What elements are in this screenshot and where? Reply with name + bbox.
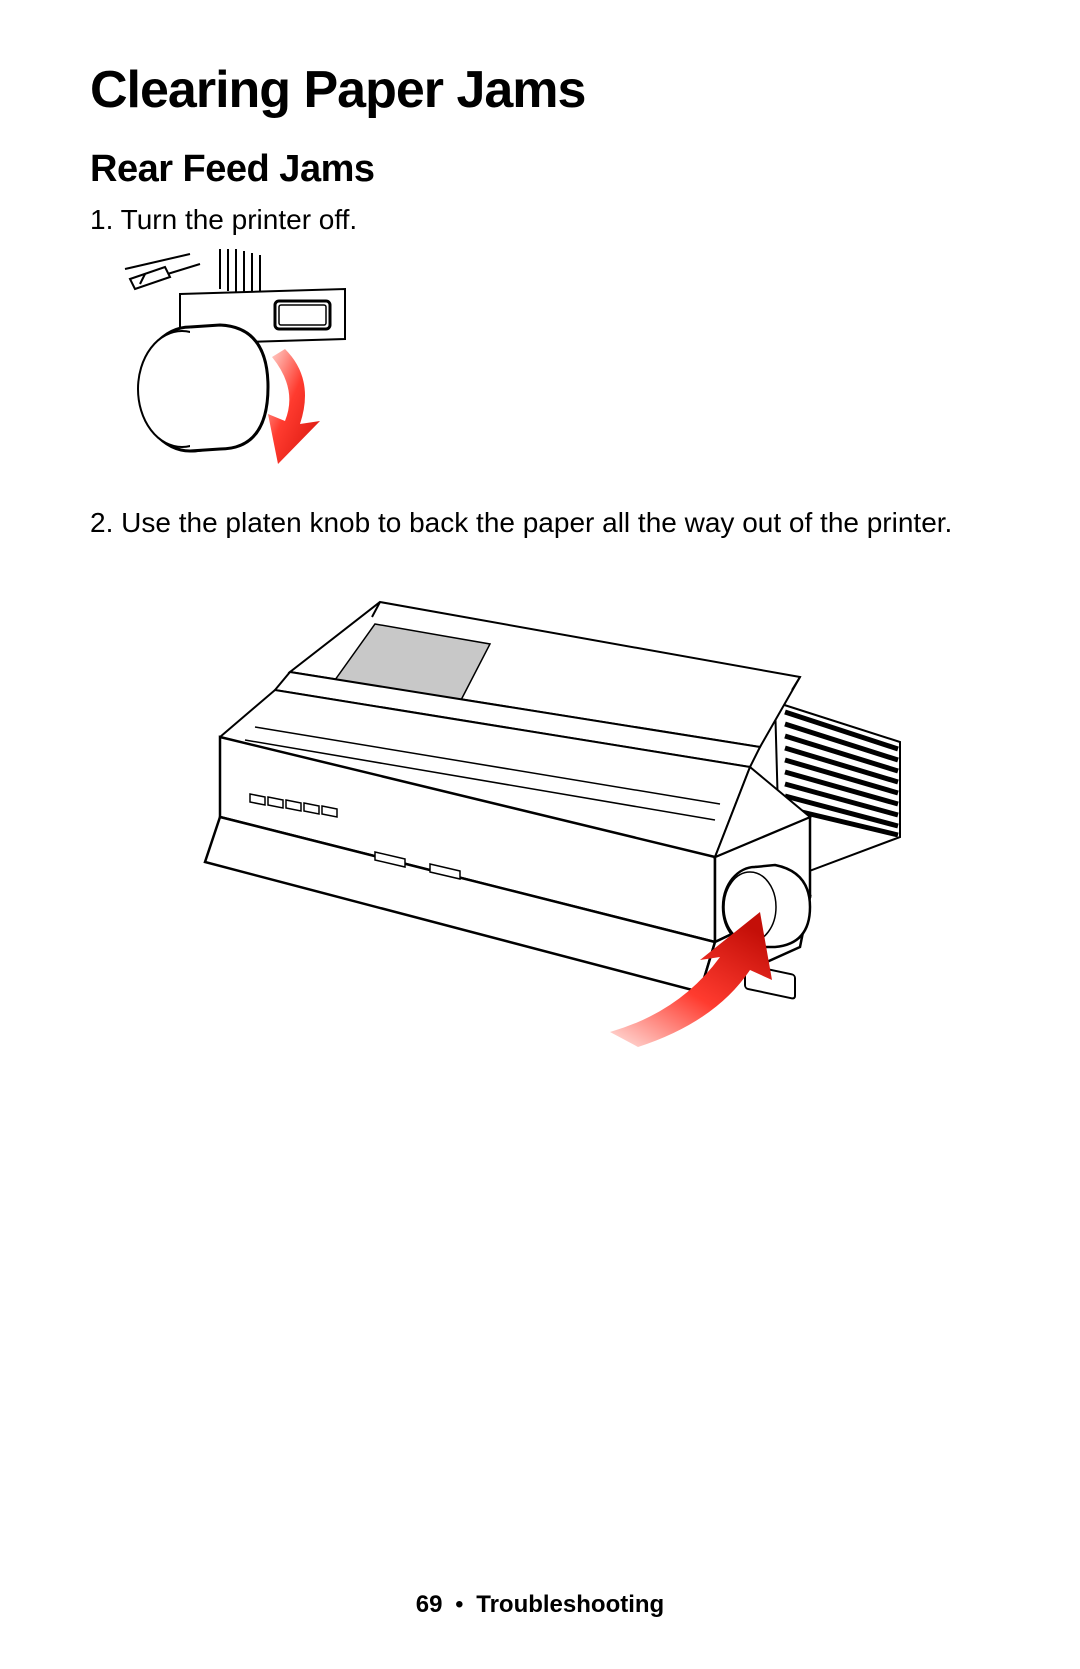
illustration-printer bbox=[90, 562, 990, 1067]
footer-separator: • bbox=[455, 1591, 463, 1618]
section-subtitle: Rear Feed Jams bbox=[90, 148, 990, 191]
illustration-knob-closeup bbox=[90, 249, 990, 474]
page-title: Clearing Paper Jams bbox=[90, 60, 990, 120]
page-number: 69 bbox=[416, 1591, 443, 1618]
page-footer: 69 • Troubleshooting bbox=[0, 1591, 1080, 1619]
manual-page: Clearing Paper Jams Rear Feed Jams 1. Tu… bbox=[0, 0, 1080, 1669]
printer-svg bbox=[160, 562, 920, 1062]
step-1-num: 1. bbox=[90, 204, 113, 235]
step-1-text: Turn the printer off. bbox=[121, 204, 358, 235]
step-2: 2. Use the platen knob to back the paper… bbox=[90, 504, 990, 542]
knob-closeup-svg bbox=[120, 249, 350, 469]
step-1: 1. Turn the printer off. bbox=[90, 201, 990, 239]
step-2-num: 2. bbox=[90, 507, 113, 538]
footer-section: Troubleshooting bbox=[476, 1591, 664, 1618]
step-2-text: Use the platen knob to back the paper al… bbox=[121, 507, 952, 538]
